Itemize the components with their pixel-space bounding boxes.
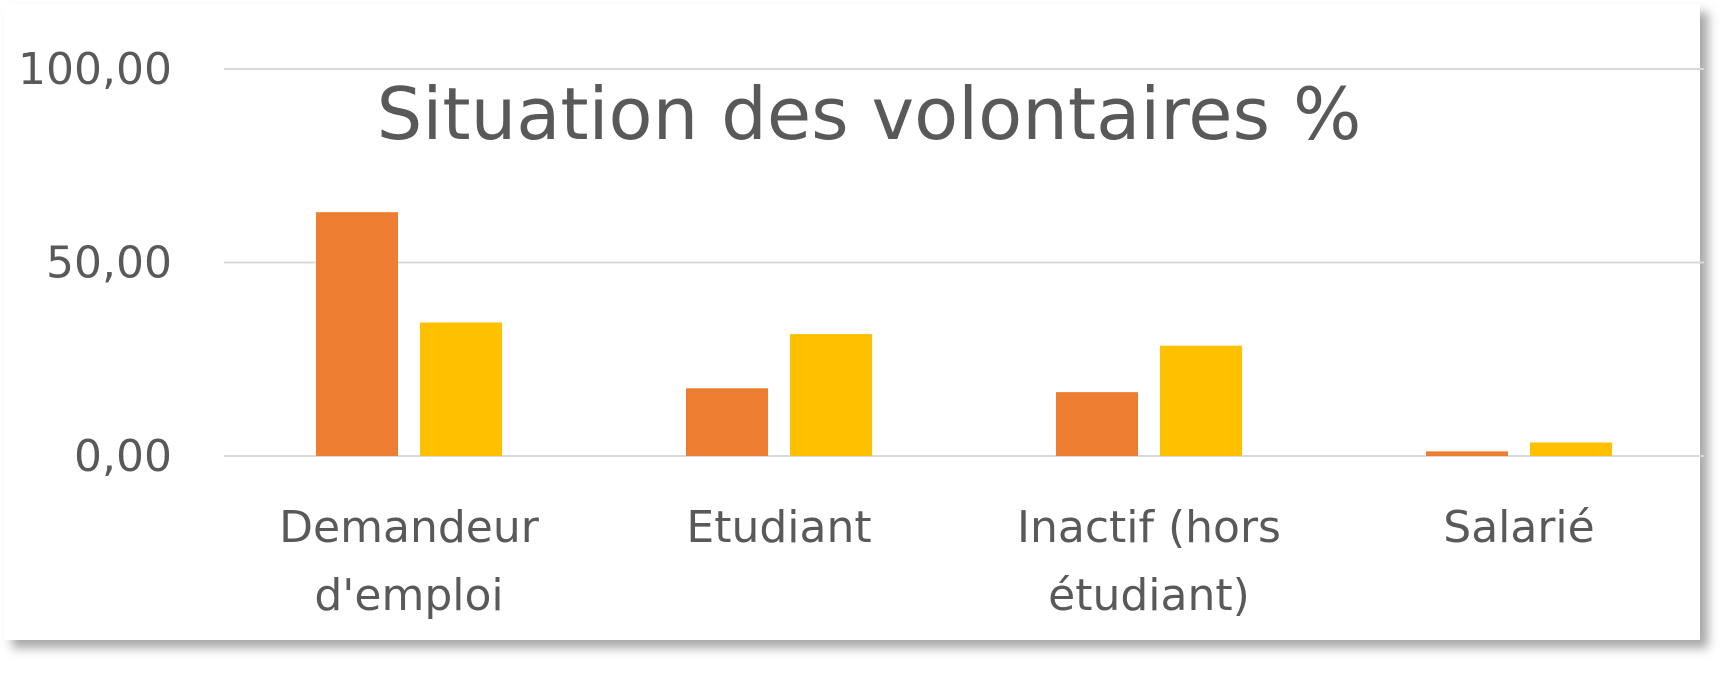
y-axis-ticks: 0,00 50,00 100,00 — [18, 44, 172, 482]
chart-title: Situation des volontaires % — [377, 72, 1362, 156]
bar — [1056, 392, 1138, 456]
x-category-label: Etudiant — [686, 502, 871, 553]
y-tick-label: 50,00 — [46, 238, 172, 289]
bar — [790, 334, 872, 456]
bar — [1530, 442, 1612, 456]
bar — [686, 388, 768, 456]
bars — [316, 212, 1612, 456]
y-tick-label: 100,00 — [18, 44, 172, 95]
bar — [316, 212, 398, 456]
chart-card: 0,00 50,00 100,00 Demandeur d'emploi Etudian… — [4, 4, 1704, 640]
x-category-label: Demandeur d'emploi — [279, 502, 540, 621]
bar — [420, 322, 502, 456]
y-tick-label: 0,00 — [74, 431, 172, 482]
x-category-label: Salarié — [1443, 502, 1594, 553]
x-axis-categories: Demandeur d'emploi Etudiant Inactif (hors ét… — [279, 502, 1595, 621]
x-category-label: Inactif (hors étudiant) — [1017, 502, 1281, 621]
bar — [1426, 451, 1508, 456]
bar-chart: 0,00 50,00 100,00 Demandeur d'emploi Etudian… — [18, 44, 1704, 621]
bar — [1160, 345, 1242, 456]
